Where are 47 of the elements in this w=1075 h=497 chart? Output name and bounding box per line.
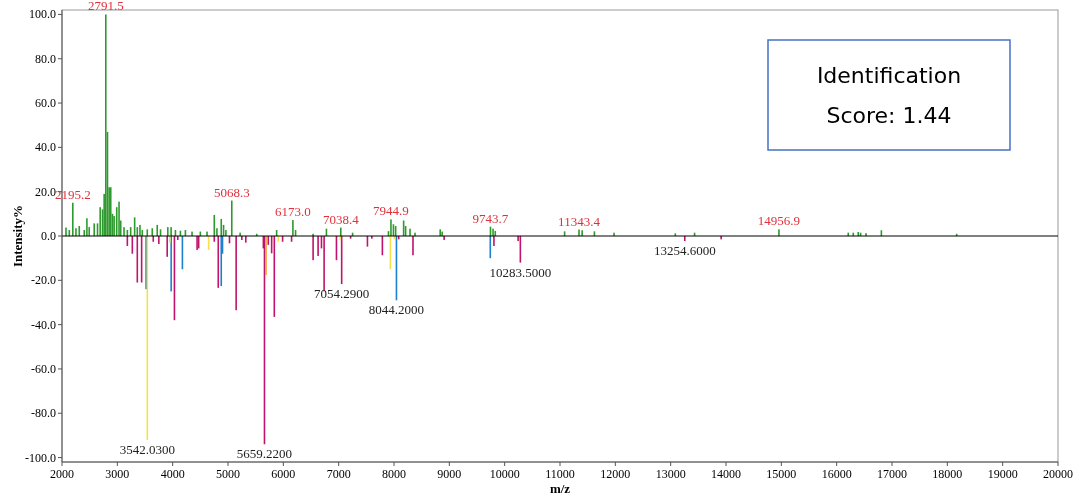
annotation: 11343.4 [558, 213, 601, 229]
x-tick-label: 17000 [877, 467, 907, 481]
y-tick-label: 100.0 [29, 7, 56, 22]
x-tick-label: 15000 [766, 467, 797, 481]
x-axis-title: m/z [549, 481, 571, 496]
x-tick-label: 11000 [545, 467, 575, 481]
x-tick-label: 18000 [932, 467, 963, 481]
x-tick-label: 5000 [216, 467, 240, 481]
x-tick-label: 10000 [489, 467, 520, 481]
x-tick-label: 4000 [160, 467, 185, 481]
y-tick-label: -80.0 [31, 406, 56, 421]
annotation: 2791.5 [87, 0, 124, 14]
y-tick-label: -20.0 [31, 273, 56, 288]
x-tick-label: 8000 [382, 467, 406, 481]
annotation: 5659.2200 [236, 446, 293, 462]
annotation: 9743.7 [472, 210, 509, 226]
x-tick-label: 9000 [437, 467, 462, 481]
x-tick-label: 20000 [1043, 467, 1073, 481]
annotation: 7038.4 [322, 211, 360, 227]
x-tick-label: 19000 [987, 467, 1018, 481]
y-tick-label: -100.0 [25, 450, 56, 465]
x-tick-label: 13000 [655, 467, 686, 481]
annotation: 14956.9 [757, 213, 801, 229]
x-tick-label: 14000 [711, 467, 741, 481]
y-tick-label: 80.0 [35, 51, 56, 66]
annotation: Identification Score: 1.44 [816, 63, 962, 128]
y-tick-label: -60.0 [31, 361, 56, 376]
annotation: 13254.6000 [653, 243, 716, 259]
x-tick-label: 6000 [271, 467, 296, 481]
y-tick-label: -40.0 [31, 317, 56, 332]
y-axis-title: Intensity% [10, 204, 25, 268]
x-tick-label: 3000 [105, 467, 130, 481]
x-tick-label: 12000 [600, 467, 631, 481]
annotation: 10283.5000 [489, 264, 552, 280]
y-tick-label: 40.0 [35, 140, 56, 155]
y-tick-label: 60.0 [35, 96, 56, 111]
x-tick-label: 16000 [821, 467, 852, 481]
annotation: 7054.2900 [314, 286, 370, 302]
annotation: 3542.0300 [119, 441, 175, 457]
annotation: 8044.2000 [368, 302, 425, 318]
annotation: 6173.0 [275, 204, 311, 220]
annotation: 7944.9 [373, 203, 409, 219]
x-tick-label: 7000 [326, 467, 351, 481]
y-tick-label: 20.0 [35, 184, 56, 199]
x-tick-label: 2000 [50, 467, 74, 481]
annotation: 5068.3 [213, 184, 250, 200]
y-tick-label: 0.0 [41, 229, 56, 243]
